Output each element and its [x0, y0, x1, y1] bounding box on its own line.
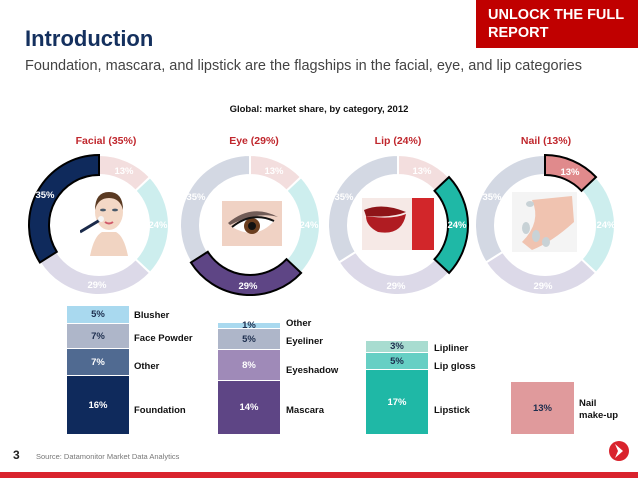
bar-segment-lipstick: 17%	[366, 370, 428, 434]
label-face-powder: Face Powder	[134, 333, 193, 344]
nail-ring-lip-label: 24%	[596, 220, 616, 231]
label-eyeliner: Eyeliner	[286, 336, 323, 347]
label-facial-other: Other	[134, 361, 160, 372]
facial-ring-facial-label: 35%	[35, 190, 55, 201]
label-mascara: Mascara	[286, 405, 325, 416]
bar-segment-blusher: 5%	[67, 306, 129, 323]
ring-label-lip: Lip (24%)	[374, 135, 422, 147]
ring-label-nail: Nail (13%)	[520, 135, 572, 147]
bar-segment-lipliner: 3%	[366, 341, 428, 352]
lip-ring-eye-label: 29%	[386, 281, 406, 292]
eye-ring-lip-label: 24%	[299, 220, 319, 231]
bar-segment-foundation: 16%	[67, 376, 129, 434]
ring-label-eye: Eye (29%)	[229, 135, 279, 147]
eye-ring-nail-label: 13%	[264, 166, 284, 177]
bar-segment-face-powder: 7%	[67, 324, 129, 348]
bar-segment-eyeshadow: 8%	[218, 350, 280, 380]
page-number: 3	[13, 448, 20, 462]
label-lipstick: Lipstick	[434, 405, 470, 416]
bar-segment-facial-other: 7%	[67, 349, 129, 375]
unlock-line-2: REPORT	[488, 25, 549, 41]
eye-ring-eye-label: 29%	[238, 281, 258, 292]
bar-segment-eyeliner: 5%	[218, 329, 280, 349]
label-eyeshadow: Eyeshadow	[286, 365, 339, 376]
nails-photo	[512, 192, 577, 252]
label-nail-line2: make-up	[579, 410, 619, 421]
bar-segment-eye-other	[218, 323, 280, 328]
unlock-full-report-button[interactable]: UNLOCK THE FULL REPORT	[476, 0, 638, 48]
eye-ring-facial-label: 35%	[186, 192, 206, 203]
brand-logo-icon	[608, 440, 630, 462]
bar-value-eye-other: 1%	[242, 319, 256, 331]
lip-ring-lip-label: 24%	[447, 220, 467, 231]
page-title: Introduction	[25, 26, 154, 51]
chart-title: Global: market share, by category, 2012	[229, 104, 409, 115]
footer-accent-bar	[0, 472, 638, 478]
nail-ring-nail-label: 13%	[560, 167, 580, 178]
label-blusher: Blusher	[134, 310, 170, 321]
nail-ring-eye-label: 29%	[533, 281, 553, 292]
lip-ring-nail-label: 13%	[412, 166, 432, 177]
label-foundation: Foundation	[134, 405, 186, 416]
label-nail-line1: Nail	[579, 398, 597, 409]
eye-photo	[222, 201, 282, 246]
label-lipliner: Lipliner	[434, 343, 469, 354]
source-note: Source: Datamonitor Market Data Analytic…	[36, 452, 180, 461]
woman-makeup-photo	[79, 188, 138, 256]
label-eye-other: Other	[286, 318, 312, 329]
lips-photo	[362, 198, 434, 250]
facial-ring-lip-label: 24%	[148, 220, 168, 231]
unlock-line-1: UNLOCK THE FULL	[488, 7, 625, 23]
facial-ring-eye-label: 29%	[87, 280, 107, 291]
facial-ring-nail-label: 13%	[114, 166, 134, 177]
lip-ring-facial-label: 35%	[334, 192, 354, 203]
nail-ring-facial-label: 35%	[482, 192, 502, 203]
bar-segment-nail-makeup: 13%	[511, 382, 574, 434]
ring-label-facial: Facial (35%)	[75, 135, 137, 147]
bar-segment-lip-gloss: 5%	[366, 353, 428, 369]
page-subtitle: Foundation, mascara, and lipstick are th…	[25, 58, 582, 74]
label-lip-gloss: Lip gloss	[434, 361, 476, 372]
bar-segment-mascara: 14%	[218, 381, 280, 434]
